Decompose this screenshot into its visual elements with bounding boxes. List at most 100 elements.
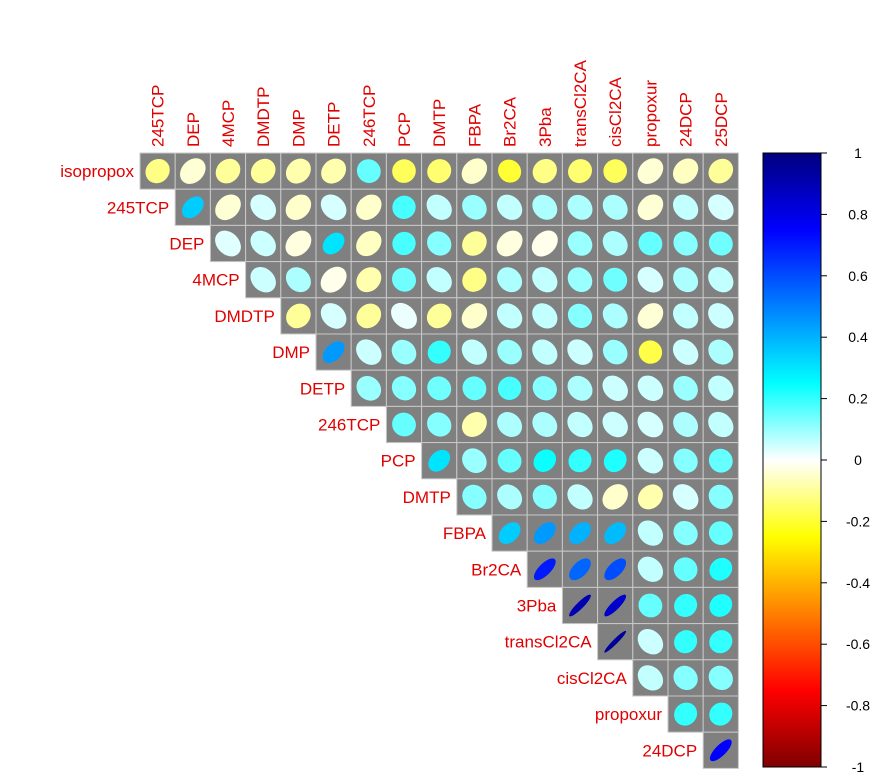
correlation-ellipse bbox=[181, 196, 204, 219]
correlation-ellipse bbox=[637, 520, 664, 546]
row-label: FBPA bbox=[443, 524, 487, 543]
column-label: 4MCP bbox=[219, 100, 238, 147]
correlation-ellipse bbox=[533, 449, 557, 472]
correlation-ellipse bbox=[250, 158, 276, 184]
correlation-ellipse bbox=[672, 158, 699, 184]
correlation-ellipse bbox=[428, 449, 451, 472]
correlation-ellipse bbox=[673, 231, 698, 256]
correlation-ellipse bbox=[604, 594, 627, 617]
correlation-ellipse bbox=[145, 158, 170, 184]
correlation-ellipse bbox=[708, 665, 733, 691]
matrix-cells bbox=[139, 152, 739, 769]
correlation-ellipse bbox=[356, 194, 382, 221]
correlation-ellipse bbox=[638, 593, 663, 618]
correlation-ellipse bbox=[602, 411, 628, 438]
correlation-ellipse bbox=[462, 448, 487, 473]
correlation-ellipse bbox=[604, 630, 627, 653]
correlation-ellipse bbox=[567, 303, 593, 329]
correlation-ellipse bbox=[604, 558, 627, 581]
correlation-ellipse bbox=[603, 267, 628, 292]
correlation-ellipse bbox=[567, 375, 593, 401]
correlation-ellipse bbox=[673, 376, 698, 401]
colorbar-tick-label: 0.6 bbox=[848, 268, 868, 284]
colorbar-tick-label: 0.8 bbox=[848, 206, 868, 222]
correlation-ellipse bbox=[674, 702, 698, 726]
colorbar-tick-label: -0.4 bbox=[846, 575, 870, 591]
row-label: isopropox bbox=[60, 162, 134, 181]
correlation-ellipse bbox=[674, 593, 698, 618]
correlation-ellipse bbox=[602, 231, 628, 256]
correlation-ellipse bbox=[532, 303, 558, 329]
column-label: 25DCP bbox=[712, 92, 731, 147]
correlation-ellipse bbox=[672, 194, 699, 220]
column-label: Br2CA bbox=[501, 96, 520, 147]
colorbar-tick-label: -0.6 bbox=[846, 636, 870, 652]
correlation-ellipse bbox=[427, 231, 452, 256]
correlation-ellipse bbox=[569, 558, 591, 581]
correlation-ellipse bbox=[708, 303, 734, 329]
correlation-ellipse bbox=[567, 339, 593, 365]
correlation-ellipse bbox=[673, 412, 699, 437]
correlation-ellipse bbox=[708, 375, 734, 401]
correlation-ellipse bbox=[462, 195, 487, 220]
correlation-ellipse bbox=[215, 230, 241, 257]
correlation-ellipse bbox=[672, 484, 699, 510]
correlation-ellipse bbox=[461, 339, 488, 365]
correlation-ellipse bbox=[322, 341, 345, 363]
correlation-ellipse bbox=[532, 339, 558, 365]
correlation-ellipse bbox=[708, 231, 733, 256]
correlation-ellipse bbox=[569, 522, 591, 544]
correlation-ellipse bbox=[673, 267, 699, 293]
correlation-ellipse bbox=[709, 594, 733, 617]
correlation-ellipse bbox=[637, 628, 664, 655]
row-label: DMTP bbox=[403, 488, 451, 507]
row-label: DETP bbox=[300, 379, 345, 398]
column-label: DMTP bbox=[430, 99, 449, 147]
colorbar-tick-label: 0 bbox=[854, 452, 862, 468]
correlation-ellipse bbox=[356, 376, 382, 401]
correlation-ellipse bbox=[709, 557, 733, 581]
correlation-ellipse bbox=[250, 194, 277, 221]
correlation-ellipse bbox=[285, 194, 312, 221]
correlation-ellipse bbox=[638, 340, 663, 364]
row-label: Br2CA bbox=[471, 560, 522, 579]
column-label: 245TCP bbox=[149, 85, 168, 147]
correlation-ellipse bbox=[532, 194, 558, 220]
correlation-ellipse bbox=[602, 339, 628, 365]
correlation-ellipse bbox=[602, 375, 628, 402]
column-label: 24DCP bbox=[677, 92, 696, 147]
correlation-ellipse bbox=[672, 339, 699, 365]
correlation-ellipse bbox=[497, 376, 522, 400]
correlation-ellipse bbox=[497, 412, 523, 437]
correlation-ellipse bbox=[708, 411, 734, 438]
correlation-ellipse bbox=[533, 558, 556, 581]
column-labels: 245TCP DEP 4MCP DMDTP DMP DETP 246TCP PCP DMTP FB… bbox=[149, 59, 731, 147]
correlation-ellipse bbox=[569, 594, 591, 617]
correlation-ellipse bbox=[285, 267, 311, 293]
correlation-ellipse bbox=[462, 484, 487, 510]
correlation-ellipse bbox=[497, 484, 523, 510]
correlation-ellipse bbox=[708, 339, 734, 365]
correlation-ellipse bbox=[497, 448, 522, 473]
colorbar-tick-label: -0.8 bbox=[846, 698, 870, 714]
correlation-ellipse bbox=[567, 484, 593, 510]
correlation-ellipse bbox=[427, 159, 452, 184]
correlation-ellipse bbox=[602, 194, 628, 220]
correlation-ellipse bbox=[603, 449, 627, 473]
correlation-ellipse bbox=[637, 266, 664, 293]
row-label: transCl2CA bbox=[505, 633, 593, 652]
column-label: DMP bbox=[289, 109, 308, 147]
correlation-ellipse bbox=[426, 303, 452, 329]
correlation-ellipse bbox=[604, 522, 627, 544]
correlation-ellipse bbox=[673, 448, 698, 473]
row-label: 245TCP bbox=[107, 198, 169, 217]
correlation-ellipse bbox=[215, 158, 241, 184]
colorbar-tick-label: 1 bbox=[854, 145, 862, 161]
correlation-ellipse bbox=[637, 194, 664, 221]
correlation-ellipse bbox=[707, 194, 734, 221]
correlation-ellipse bbox=[392, 267, 416, 292]
correlation-ellipse bbox=[392, 195, 416, 219]
column-label: 246TCP bbox=[360, 85, 379, 147]
colorbar-gradient bbox=[762, 152, 822, 768]
